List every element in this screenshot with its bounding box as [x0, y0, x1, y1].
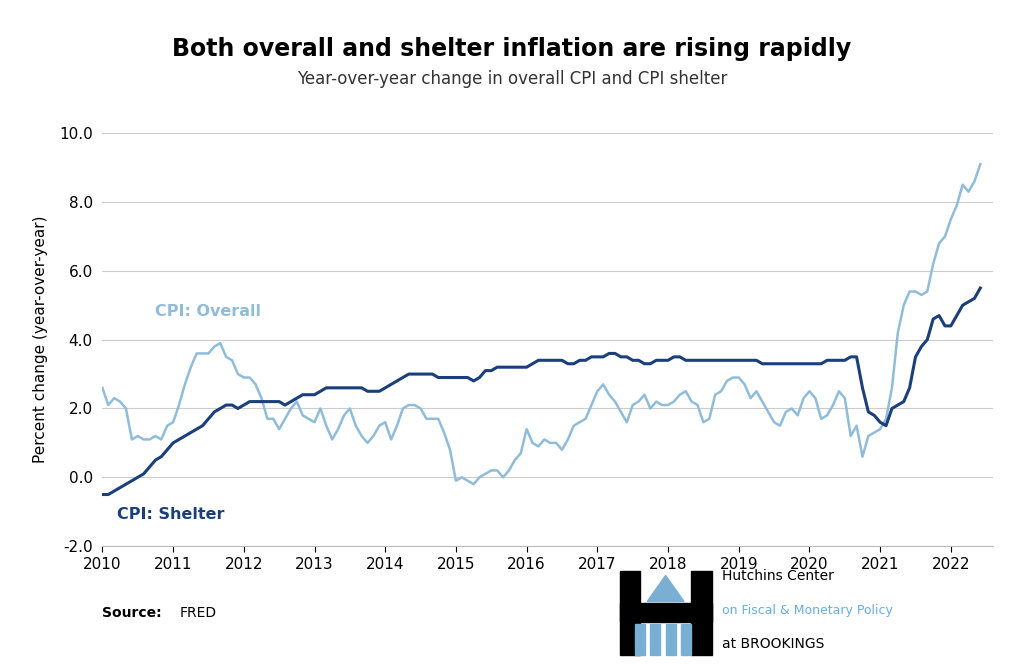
Text: at BROOKINGS: at BROOKINGS — [722, 637, 824, 651]
Bar — [691, 571, 712, 655]
Bar — [650, 624, 660, 655]
Text: Both overall and shelter inflation are rising rapidly: Both overall and shelter inflation are r… — [172, 37, 852, 61]
Text: Year-over-year change in overall CPI and CPI shelter: Year-over-year change in overall CPI and… — [297, 70, 727, 88]
Text: FRED: FRED — [179, 606, 216, 620]
Text: Hutchins Center: Hutchins Center — [722, 569, 834, 583]
Bar — [635, 624, 645, 655]
Text: CPI: Overall: CPI: Overall — [156, 304, 261, 319]
Text: on Fiscal & Monetary Policy: on Fiscal & Monetary Policy — [722, 604, 893, 617]
Y-axis label: Percent change (year-over-year): Percent change (year-over-year) — [33, 216, 48, 464]
Bar — [681, 624, 691, 655]
Bar — [620, 571, 640, 655]
Polygon shape — [647, 575, 684, 601]
Bar — [620, 603, 712, 622]
Text: Source:: Source: — [102, 606, 162, 620]
Bar — [666, 624, 676, 655]
Text: CPI: Shelter: CPI: Shelter — [117, 507, 224, 522]
